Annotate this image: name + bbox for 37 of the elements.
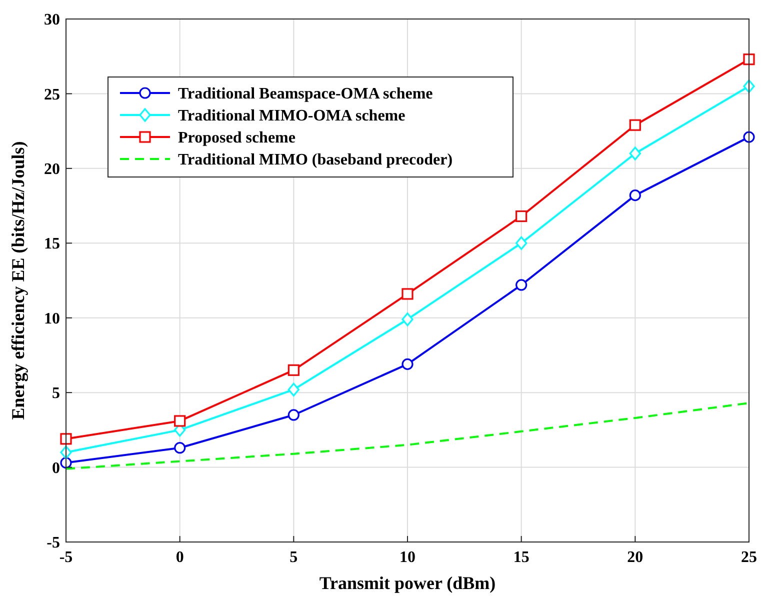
x-axis-title: Transmit power (dBm) bbox=[319, 573, 496, 593]
x-tick-label: 25 bbox=[741, 549, 757, 566]
point bbox=[629, 190, 641, 202]
point bbox=[743, 131, 755, 143]
legend-label: Traditional Beamspace-OMA scheme bbox=[178, 86, 433, 103]
x-tick-label: 15 bbox=[513, 549, 530, 566]
y-tick-label: 30 bbox=[44, 12, 60, 29]
y-tick-label: -5 bbox=[46, 534, 60, 552]
point bbox=[402, 312, 414, 326]
x-tick-label: 20 bbox=[627, 549, 644, 566]
y-tick-label: 20 bbox=[44, 161, 60, 178]
point bbox=[629, 146, 641, 160]
point bbox=[288, 382, 300, 396]
y-tick-label: 15 bbox=[44, 236, 60, 253]
point bbox=[743, 54, 755, 66]
point bbox=[288, 409, 300, 421]
point bbox=[288, 364, 300, 376]
point bbox=[516, 210, 528, 222]
y-tick-label: 25 bbox=[44, 86, 60, 104]
legend-label: Traditional MIMO (baseband precoder) bbox=[178, 152, 453, 169]
point bbox=[629, 119, 641, 131]
point bbox=[516, 279, 528, 291]
point bbox=[174, 442, 186, 454]
point bbox=[60, 433, 72, 445]
legend-label: Traditional MIMO-OMA scheme bbox=[178, 108, 406, 125]
y-axis-title: Energy efficiency EE (bits/Hz/Jouls) bbox=[8, 141, 28, 420]
point bbox=[516, 236, 528, 250]
y-tick-label: 10 bbox=[44, 310, 60, 328]
point bbox=[174, 415, 186, 427]
x-tick-label: 5 bbox=[290, 549, 298, 566]
legend-label: Proposed scheme bbox=[178, 130, 296, 147]
y-tick-label: 5 bbox=[52, 385, 60, 402]
point bbox=[402, 358, 414, 370]
y-tick-label: 0 bbox=[52, 460, 60, 477]
x-tick-label: 0 bbox=[176, 549, 184, 566]
x-tick-label: 10 bbox=[400, 549, 416, 566]
point bbox=[402, 288, 414, 300]
